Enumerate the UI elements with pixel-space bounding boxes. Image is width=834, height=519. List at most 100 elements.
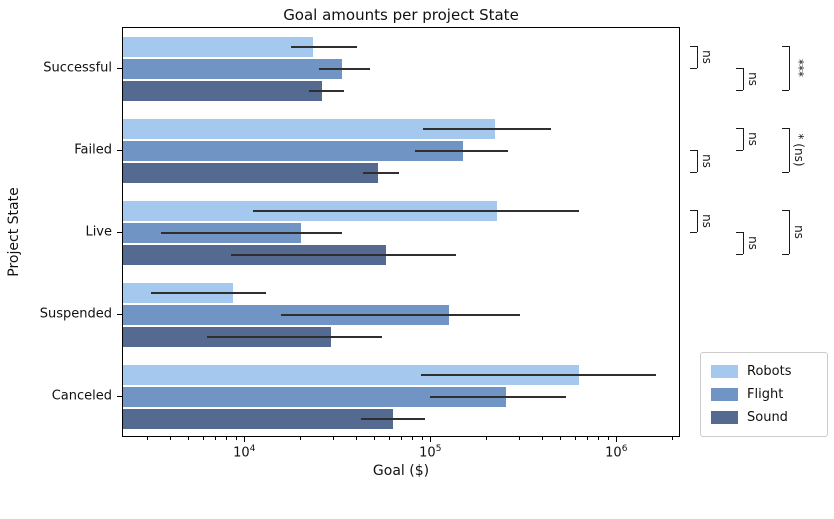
error-bar-flight-successful (319, 68, 371, 70)
error-bar-flight-failed (415, 150, 509, 152)
y-tick-mark (117, 396, 122, 397)
error-bar-sound-canceled (361, 418, 426, 420)
x-minor-tick-mark (147, 437, 149, 440)
y-tick-label-live: Live (85, 224, 112, 240)
x-minor-tick-mark (389, 437, 391, 440)
x-minor-tick-mark (170, 437, 172, 440)
significance-bracket-line (789, 46, 790, 90)
error-bar-flight-suspended (280, 314, 521, 316)
bar-sound-successful (123, 81, 323, 101)
bar-sound-canceled (123, 409, 393, 429)
significance-bracket-tick (736, 128, 743, 129)
x-minor-tick-mark (300, 437, 302, 440)
significance-bracket-tick (782, 46, 789, 47)
significance-bracket-tick (690, 46, 697, 47)
significance-label: ns (746, 72, 760, 86)
error-bar-sound-live (231, 254, 457, 256)
bar-robots-canceled (123, 365, 579, 385)
significance-bracket-line (697, 150, 698, 172)
x-tick-label-10e6: 106 (605, 444, 628, 461)
significance-bracket-line (697, 46, 698, 68)
x-minor-tick-mark (188, 437, 190, 440)
legend-entry-flight: Flight (711, 387, 817, 402)
error-bar-sound-successful (309, 90, 345, 92)
x-minor-tick-mark (333, 437, 335, 440)
y-tick-mark (117, 232, 122, 233)
x-minor-tick-mark (672, 437, 674, 440)
bar-flight-failed (123, 141, 463, 161)
significance-bracket-tick (782, 90, 789, 91)
error-bar-robots-canceled (420, 374, 657, 376)
significance-label: *** (792, 59, 806, 77)
x-minor-tick-mark (587, 437, 589, 440)
significance-label: ns (700, 214, 714, 228)
x-minor-tick-mark (203, 437, 205, 440)
significance-bracket-tick (690, 150, 697, 151)
y-tick-label-suspended: Suspended (39, 306, 112, 322)
significance-bracket-tick (736, 232, 743, 233)
y-tick-mark (117, 150, 122, 151)
significance-bracket-line (789, 210, 790, 254)
significance-label: ns (700, 154, 714, 168)
significance-label: ns (746, 132, 760, 146)
significance-label: ns (792, 225, 806, 239)
x-minor-tick-mark (575, 437, 577, 440)
legend: Robots Flight Sound (700, 352, 828, 437)
x-minor-tick-mark (486, 437, 488, 440)
error-bar-robots-live (253, 210, 579, 212)
y-tick-mark (117, 68, 122, 69)
bar-flight-canceled (123, 387, 506, 407)
x-minor-tick-mark (226, 437, 228, 440)
x-minor-tick-mark (412, 437, 414, 440)
bar-flight-successful (123, 59, 342, 79)
significance-bracket-line (743, 68, 744, 90)
error-bar-robots-failed (422, 128, 551, 130)
legend-label-flight: Flight (747, 387, 784, 402)
legend-entry-sound: Sound (711, 410, 817, 425)
legend-swatch-robots (711, 365, 738, 378)
legend-swatch-flight (711, 388, 738, 401)
significance-bracket-tick (690, 68, 697, 69)
y-tick-label-canceled: Canceled (51, 388, 112, 404)
x-minor-tick-mark (519, 437, 521, 440)
error-bar-robots-suspended (150, 292, 267, 294)
x-minor-tick-mark (374, 437, 376, 440)
y-tick-label-failed: Failed (74, 142, 112, 158)
significance-bracket-tick (690, 172, 697, 173)
y-tick-label-successful: Successful (43, 60, 112, 76)
x-tick-label-10e5: 105 (419, 444, 442, 461)
significance-bracket-line (743, 232, 744, 254)
significance-bracket-line (789, 128, 790, 172)
legend-swatch-sound (711, 411, 738, 424)
bar-robots-failed (123, 119, 495, 139)
error-bar-flight-canceled (430, 396, 566, 398)
x-axis-label: Goal ($) (372, 463, 430, 479)
significance-bracket-tick (736, 90, 743, 91)
significance-label: ns (746, 236, 760, 250)
significance-label: ns (700, 50, 714, 64)
significance-bracket-tick (782, 210, 789, 211)
x-minor-tick-mark (215, 437, 217, 440)
significance-bracket-tick (736, 254, 743, 255)
legend-label-robots: Robots (747, 364, 792, 379)
error-bar-sound-failed (363, 172, 399, 174)
x-minor-tick-mark (542, 437, 544, 440)
x-minor-tick-mark (421, 437, 423, 440)
significance-bracket-tick (690, 210, 697, 211)
significance-bracket-tick (782, 128, 789, 129)
error-bar-flight-live (160, 232, 342, 234)
significance-bracket-line (743, 128, 744, 150)
significance-bracket-tick (736, 150, 743, 151)
y-tick-mark (117, 314, 122, 315)
error-bar-robots-successful (290, 46, 358, 48)
x-tick-mark (616, 437, 618, 442)
x-tick-label-10e4: 104 (233, 444, 256, 461)
significance-label: * (ns) (792, 133, 806, 167)
bar-sound-failed (123, 163, 379, 183)
chart-title: Goal amounts per project State (283, 6, 519, 24)
significance-bracket-tick (690, 232, 697, 233)
x-minor-tick-mark (560, 437, 562, 440)
x-minor-tick-mark (598, 437, 600, 440)
error-bar-sound-suspended (206, 336, 382, 338)
